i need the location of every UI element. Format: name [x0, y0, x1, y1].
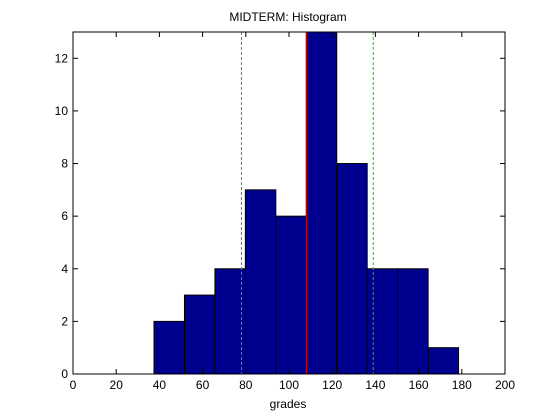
y-tick-label-4: 4 — [61, 262, 68, 276]
histogram-bar-2 — [183, 294, 216, 375]
x-tick-label-40: 40 — [153, 378, 167, 392]
histogram-bar-10 — [427, 347, 460, 375]
chart-title: MIDTERM: Histogram — [229, 10, 346, 24]
histogram-bar-3 — [214, 268, 246, 375]
y-tick-label-12: 12 — [55, 51, 69, 65]
histogram-bar-5 — [275, 215, 307, 375]
x-tick-label-60: 60 — [196, 378, 210, 392]
histogram-bar-1 — [153, 320, 185, 375]
y-tick-label-10: 10 — [55, 104, 69, 118]
x-tick-label-200: 200 — [495, 378, 515, 392]
plot-area: 0 20 40 60 80 100 120 140 160 180 200 0 2 4 6 8 10 12 — [55, 31, 515, 392]
x-tick-label-120: 120 — [322, 378, 342, 392]
x-tick-label-100: 100 — [279, 378, 299, 392]
x-tick-label-180: 180 — [452, 378, 472, 392]
x-tick-label-140: 140 — [365, 378, 385, 392]
histogram-bar-4 — [244, 189, 277, 375]
x-tick-label-0: 0 — [70, 378, 77, 392]
y-tick-label-0: 0 — [61, 367, 68, 381]
histogram-bar-7 — [336, 163, 368, 375]
x-tick-label-20: 20 — [110, 378, 124, 392]
y-tick-label-8: 8 — [61, 157, 68, 171]
histogram-bar-9 — [397, 268, 429, 375]
y-tick-label-2: 2 — [61, 314, 68, 328]
x-tick-label-80: 80 — [239, 378, 253, 392]
histogram-bar-6 — [305, 31, 338, 375]
x-axis-label: grades — [270, 397, 307, 411]
y-tick-label-6: 6 — [61, 209, 68, 223]
x-tick-label-160: 160 — [409, 378, 429, 392]
histogram-bar-8 — [366, 268, 399, 375]
